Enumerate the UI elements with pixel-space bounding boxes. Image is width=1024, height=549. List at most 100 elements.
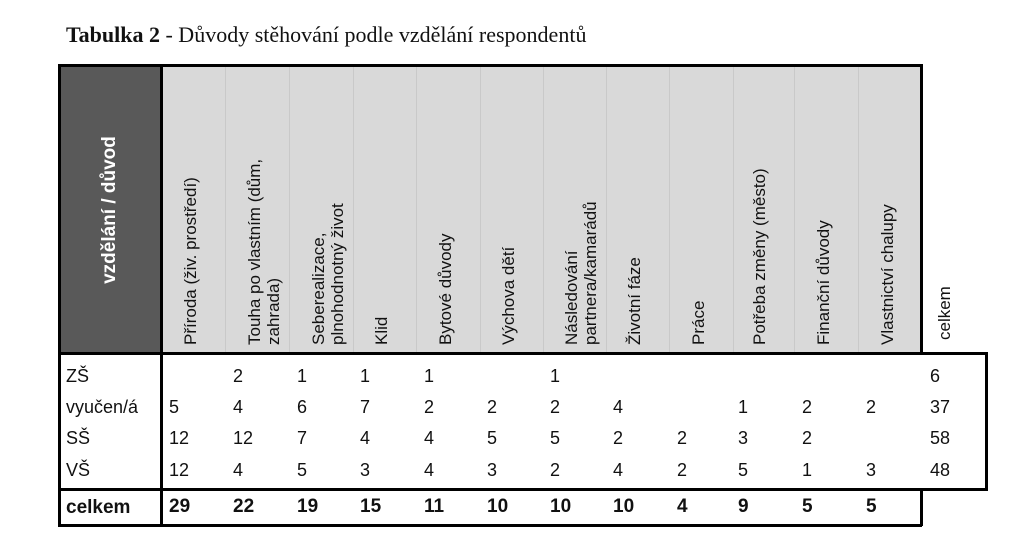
table-border — [58, 352, 988, 355]
total-cell: 9 — [738, 496, 749, 517]
column-header-line: Vlastnictví chalupy — [878, 204, 897, 345]
row-label: VŠ — [66, 460, 91, 480]
table-cell: 12 — [233, 428, 254, 448]
table-cell: 5 — [169, 397, 180, 417]
table-cell: 1 — [297, 366, 308, 386]
table-border — [58, 524, 922, 527]
column-header-line: plnohodnotný život — [328, 203, 347, 345]
total-cell: 29 — [169, 496, 191, 517]
table-cell: 2 — [487, 397, 498, 417]
total-cell: 4 — [677, 496, 688, 517]
table-border — [58, 64, 922, 67]
table-cell: 12 — [169, 460, 190, 480]
total-cell: 11 — [424, 496, 445, 517]
table-cell: 2 — [866, 397, 877, 417]
table-cell: 3 — [487, 460, 498, 480]
column-divider — [225, 66, 226, 353]
table-cell: 4 — [613, 460, 624, 480]
total-cell: 5 — [866, 496, 877, 517]
column-divider — [794, 66, 795, 353]
table-border — [58, 66, 61, 526]
table-cell: 4 — [360, 428, 371, 448]
table-border — [160, 64, 163, 526]
column-divider — [480, 66, 481, 353]
table-cell: 2 — [233, 366, 244, 386]
column-header-line: Výchova dětí — [499, 246, 518, 345]
table-cell: 3 — [360, 460, 371, 480]
column-divider — [353, 66, 354, 353]
column-header-line: zahrada) — [264, 277, 283, 345]
row-total: 58 — [930, 428, 951, 448]
table-cell: 7 — [297, 428, 308, 448]
table-border — [920, 64, 923, 353]
table-cell: 4 — [233, 460, 244, 480]
table-cell: 4 — [613, 397, 624, 417]
row-total: 48 — [930, 460, 951, 480]
total-cell: 10 — [487, 496, 509, 517]
column-header-line: partnera/kamarádů — [581, 201, 600, 345]
table-cell: 2 — [677, 460, 688, 480]
table-cell: 4 — [424, 428, 435, 448]
row-label: SŠ — [66, 428, 91, 448]
table-cell: 5 — [550, 428, 561, 448]
column-header-line: Následování — [562, 250, 581, 345]
column-header-band — [162, 66, 922, 353]
table-cell: 7 — [360, 397, 371, 417]
total-cell: 10 — [613, 496, 635, 517]
caption-text: - Důvody stěhování podle vzdělání respon… — [159, 22, 587, 47]
column-header-line: Práce — [689, 300, 708, 345]
table-cell: 2 — [550, 460, 561, 480]
total-cell: 22 — [233, 496, 255, 517]
table-cell: 2 — [802, 397, 813, 417]
table-border — [58, 488, 988, 491]
row-total: 6 — [930, 366, 941, 386]
table-cell: 2 — [550, 397, 561, 417]
row-header-column — [58, 66, 162, 353]
column-divider — [606, 66, 607, 353]
table-cell: 1 — [738, 397, 749, 417]
total-cell: 10 — [550, 496, 572, 517]
table-cell: 1 — [424, 366, 435, 386]
total-column-header: celkem — [935, 286, 954, 340]
table-cell: 2 — [424, 397, 435, 417]
column-divider — [733, 66, 734, 353]
table-cell: 3 — [866, 460, 877, 480]
table-cell: 1 — [360, 366, 371, 386]
column-divider — [416, 66, 417, 353]
caption-label: Tabulka 2 — [66, 22, 160, 47]
column-header-line: Životní fáze — [625, 257, 644, 345]
table-cell: 4 — [424, 460, 435, 480]
row-label: vyučen/á — [66, 397, 139, 417]
column-header-line: Příroda (živ. prostředí) — [181, 177, 200, 345]
column-divider — [289, 66, 290, 353]
table-caption: Tabulka 2 - Důvody stěhování podle vzděl… — [66, 22, 586, 48]
column-divider — [669, 66, 670, 353]
column-header-line: Seberealizace, — [309, 232, 328, 345]
table-cell: 2 — [677, 428, 688, 448]
column-divider — [543, 66, 544, 353]
table-cell: 5 — [297, 460, 308, 480]
table-cell: 6 — [297, 397, 308, 417]
column-header-line: Klid — [372, 316, 391, 345]
totals-row-label: celkem — [66, 497, 131, 518]
table-cell: 5 — [487, 428, 498, 448]
column-header-line: Bytové důvody — [436, 233, 455, 345]
table-cell: 2 — [802, 428, 813, 448]
column-header-line: Potřeba změny (město) — [750, 168, 769, 345]
table-border — [920, 488, 923, 526]
row-label: ZŠ — [66, 366, 90, 386]
table-cell: 2 — [613, 428, 624, 448]
column-divider — [858, 66, 859, 353]
table-cell: 1 — [550, 366, 561, 386]
total-cell: 19 — [297, 496, 319, 517]
table-cell: 3 — [738, 428, 749, 448]
column-header-line: Finanční důvody — [814, 220, 833, 345]
total-cell: 15 — [360, 496, 382, 517]
table-border — [985, 352, 988, 490]
table-cell: 4 — [233, 397, 244, 417]
corner-header: vzdělání / důvod — [99, 136, 120, 284]
column-header-line: Touha po vlastním (dům, — [245, 158, 264, 345]
table-cell: 12 — [169, 428, 190, 448]
row-total: 37 — [930, 397, 951, 417]
total-cell: 5 — [802, 496, 813, 517]
